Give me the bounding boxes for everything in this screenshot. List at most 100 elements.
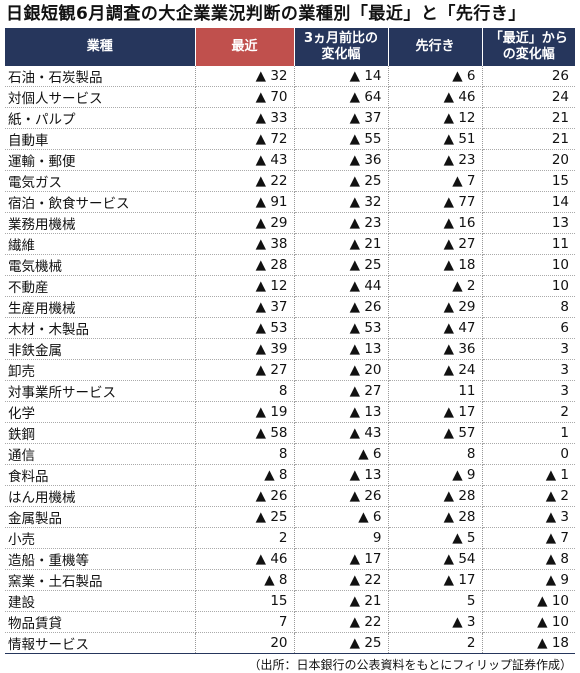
change-3m-cell: ▲ 6 bbox=[294, 506, 389, 528]
change-from-recent-cell: 11 bbox=[482, 233, 575, 255]
change-3m-cell: ▲ 6 bbox=[294, 443, 389, 465]
table-row: はん用機械 ▲ 26 ▲ 26 ▲ 28 ▲ 2 bbox=[5, 485, 575, 507]
table-row: 鉄鋼 ▲ 58 ▲ 43 ▲ 57 1 bbox=[5, 422, 575, 444]
forecast-cell: ▲ 28 bbox=[388, 506, 483, 528]
industry-cell: 電気機械 bbox=[5, 254, 196, 276]
table-row: 造船・重機等 ▲ 46 ▲ 17 ▲ 54 ▲ 8 bbox=[5, 548, 575, 570]
industry-cell: 建設 bbox=[5, 590, 196, 612]
forecast-cell: ▲ 16 bbox=[388, 212, 483, 234]
industry-cell: 非鉄金属 bbox=[5, 338, 196, 360]
recent-cell: ▲ 58 bbox=[195, 422, 295, 444]
change-3m-cell: ▲ 22 bbox=[294, 569, 389, 591]
industry-cell: 通信 bbox=[5, 443, 196, 465]
table-row: 電気ガス ▲ 22 ▲ 25 ▲ 7 15 bbox=[5, 170, 575, 192]
change-3m-cell: ▲ 21 bbox=[294, 590, 389, 612]
change-3m-cell: ▲ 13 bbox=[294, 464, 389, 486]
change-from-recent-cell: ▲ 18 bbox=[482, 632, 575, 654]
table-row: 宿泊・飲食サービス ▲ 91 ▲ 32 ▲ 77 14 bbox=[5, 191, 575, 213]
change-3m-cell: ▲ 17 bbox=[294, 548, 389, 570]
change-3m-cell: ▲ 37 bbox=[294, 107, 389, 129]
table-row: 非鉄金属 ▲ 39 ▲ 13 ▲ 36 3 bbox=[5, 338, 575, 360]
change-3m-cell: ▲ 55 bbox=[294, 128, 389, 150]
industry-cell: 窯業・土石製品 bbox=[5, 569, 196, 591]
table-row: 業務用機械 ▲ 29 ▲ 23 ▲ 16 13 bbox=[5, 212, 575, 234]
source-note: （出所：日本銀行の公表資料をもとにフィリップ証券作成） bbox=[248, 658, 572, 672]
industry-cell: 電気ガス bbox=[5, 170, 196, 192]
industry-cell: 生産用機械 bbox=[5, 296, 196, 318]
change-from-recent-cell: 14 bbox=[482, 191, 575, 213]
change-from-recent-cell: 3 bbox=[482, 338, 575, 360]
industry-cell: 食料品 bbox=[5, 464, 196, 486]
change-3m-cell: ▲ 43 bbox=[294, 422, 389, 444]
change-3m-cell: ▲ 25 bbox=[294, 170, 389, 192]
forecast-cell: ▲ 51 bbox=[388, 128, 483, 150]
forecast-cell: ▲ 23 bbox=[388, 149, 483, 171]
forecast-cell: ▲ 57 bbox=[388, 422, 483, 444]
table-row: 自動車 ▲ 72 ▲ 55 ▲ 51 21 bbox=[5, 128, 575, 150]
recent-cell: ▲ 43 bbox=[195, 149, 295, 171]
recent-cell: ▲ 33 bbox=[195, 107, 295, 129]
change-3m-cell: ▲ 22 bbox=[294, 611, 389, 633]
table-row: 石油・石炭製品 ▲ 32 ▲ 14 ▲ 6 26 bbox=[5, 66, 575, 87]
change-from-recent-cell: 2 bbox=[482, 401, 575, 423]
change-from-recent-cell: ▲ 7 bbox=[482, 527, 575, 549]
industry-cell: 鉄鋼 bbox=[5, 422, 196, 444]
recent-cell: ▲ 38 bbox=[195, 233, 295, 255]
industry-cell: 小売 bbox=[5, 527, 196, 549]
forecast-cell: ▲ 9 bbox=[388, 464, 483, 486]
recent-cell: ▲ 27 bbox=[195, 359, 295, 381]
change-from-recent-cell: 10 bbox=[482, 254, 575, 276]
change-from-recent-cell: ▲ 9 bbox=[482, 569, 575, 591]
change-3m-cell: ▲ 25 bbox=[294, 632, 389, 654]
change-from-recent-cell: ▲ 1 bbox=[482, 464, 575, 486]
change-3m-cell: ▲ 53 bbox=[294, 317, 389, 339]
forecast-cell: ▲ 12 bbox=[388, 107, 483, 129]
industry-cell: 繊維 bbox=[5, 233, 196, 255]
header-forecast: 先行き bbox=[388, 28, 483, 66]
table-row: 不動産 ▲ 12 ▲ 44 ▲ 2 10 bbox=[5, 275, 575, 297]
recent-cell: ▲ 25 bbox=[195, 506, 295, 528]
recent-cell: 8 bbox=[195, 380, 295, 402]
forecast-cell: ▲ 29 bbox=[388, 296, 483, 318]
forecast-cell: ▲ 24 bbox=[388, 359, 483, 381]
industry-cell: 宿泊・飲食サービス bbox=[5, 191, 196, 213]
header-row: 業種 最近 3ヵ月前比の 変化幅 先行き 「最近」から の変化幅 bbox=[5, 28, 575, 66]
header-industry: 業種 bbox=[5, 28, 196, 66]
change-3m-cell: ▲ 26 bbox=[294, 296, 389, 318]
recent-cell: ▲ 72 bbox=[195, 128, 295, 150]
forecast-cell: ▲ 28 bbox=[388, 485, 483, 507]
change-3m-cell: ▲ 13 bbox=[294, 401, 389, 423]
table-body: 石油・石炭製品 ▲ 32 ▲ 14 ▲ 6 26 対個人サービス ▲ 70 ▲ 64 ▲ 46 2… bbox=[5, 66, 575, 654]
table-row: 運輸・郵便 ▲ 43 ▲ 36 ▲ 23 20 bbox=[5, 149, 575, 171]
table-row: 化学 ▲ 19 ▲ 13 ▲ 17 2 bbox=[5, 401, 575, 423]
change-from-recent-cell: ▲ 10 bbox=[482, 590, 575, 612]
page-title: 日銀短観6月調査の大企業業況判断の業種別「最近」と「先行き」 bbox=[6, 4, 526, 24]
change-3m-cell: ▲ 14 bbox=[294, 66, 389, 87]
forecast-cell: ▲ 27 bbox=[388, 233, 483, 255]
change-3m-cell: ▲ 25 bbox=[294, 254, 389, 276]
forecast-cell: 5 bbox=[388, 590, 483, 612]
change-from-recent-cell: 24 bbox=[482, 86, 575, 108]
table-row: 建設 15 ▲ 21 5 ▲ 10 bbox=[5, 590, 575, 612]
change-from-recent-cell: ▲ 8 bbox=[482, 548, 575, 570]
recent-cell: ▲ 39 bbox=[195, 338, 295, 360]
recent-cell: ▲ 29 bbox=[195, 212, 295, 234]
table-row: 金属製品 ▲ 25 ▲ 6 ▲ 28 ▲ 3 bbox=[5, 506, 575, 528]
industry-cell: 不動産 bbox=[5, 275, 196, 297]
recent-cell: ▲ 32 bbox=[195, 66, 295, 87]
recent-cell: 20 bbox=[195, 632, 295, 654]
table-row: 卸売 ▲ 27 ▲ 20 ▲ 24 3 bbox=[5, 359, 575, 381]
change-3m-cell: ▲ 26 bbox=[294, 485, 389, 507]
change-3m-cell: ▲ 13 bbox=[294, 338, 389, 360]
change-from-recent-cell: 20 bbox=[482, 149, 575, 171]
forecast-cell: 8 bbox=[388, 443, 483, 465]
recent-cell: ▲ 8 bbox=[195, 464, 295, 486]
table-row: 窯業・土石製品 ▲ 8 ▲ 22 ▲ 17 ▲ 9 bbox=[5, 569, 575, 591]
table-row: 木材・木製品 ▲ 53 ▲ 53 ▲ 47 6 bbox=[5, 317, 575, 339]
recent-cell: 7 bbox=[195, 611, 295, 633]
change-from-recent-cell: 8 bbox=[482, 296, 575, 318]
industry-cell: 情報サービス bbox=[5, 632, 196, 654]
change-from-recent-cell: 21 bbox=[482, 107, 575, 129]
industry-cell: 化学 bbox=[5, 401, 196, 423]
